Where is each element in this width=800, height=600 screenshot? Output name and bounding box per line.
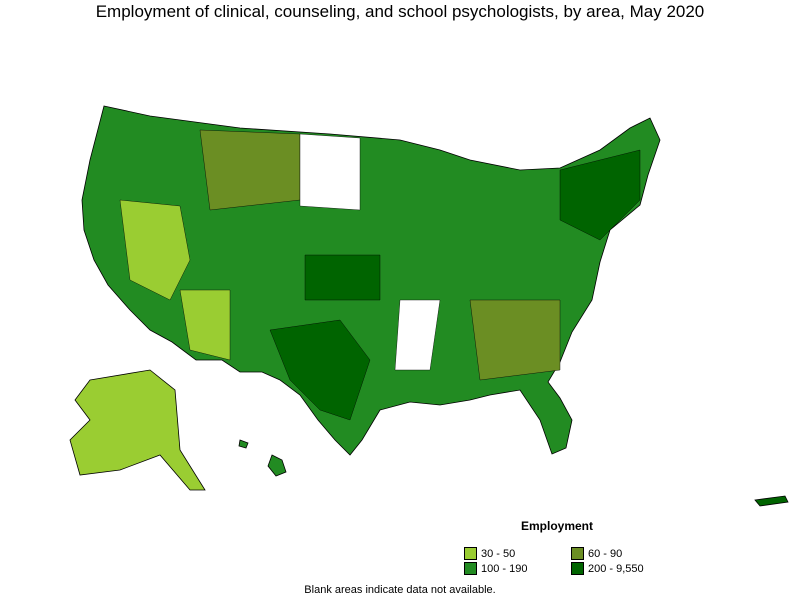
legend-title: Employment: [521, 519, 594, 533]
hawaii-island-small: [238, 439, 249, 449]
southeast-region: [469, 299, 561, 381]
legend-swatch: [571, 547, 584, 560]
footnote: Blank areas indicate data not available.: [304, 584, 496, 596]
legend-item-200-9550: 200 - 9,550: [571, 562, 644, 575]
kansas-region: [304, 254, 381, 301]
northeast-region: [559, 149, 641, 241]
alaska-region: [69, 369, 206, 491]
legend-label: 30 - 50: [481, 547, 516, 560]
western-mountain-region: [119, 199, 191, 301]
legend-swatch: [464, 562, 477, 575]
legend-label: 200 - 9,550: [588, 562, 644, 575]
legend-swatch: [464, 547, 477, 560]
northern-plains-region: [199, 129, 301, 211]
midwest-blank-region: [394, 299, 441, 371]
hawaii-region: [267, 454, 287, 477]
legend-label: 60 - 90: [588, 547, 623, 560]
map-title: Employment of clinical, counseling, and …: [95, 2, 705, 21]
legend-item-30-50: 30 - 50: [464, 547, 515, 560]
puerto-rico-region: [754, 495, 789, 507]
legend-item-60-90: 60 - 90: [571, 547, 622, 560]
dakotas-blank-region: [299, 133, 361, 211]
texas-region: [269, 319, 371, 421]
southwest-region: [179, 289, 231, 361]
legend-swatch: [571, 562, 584, 575]
legend-item-100-190: 100 - 190: [464, 562, 527, 575]
legend-label: 100 - 190: [481, 562, 528, 575]
